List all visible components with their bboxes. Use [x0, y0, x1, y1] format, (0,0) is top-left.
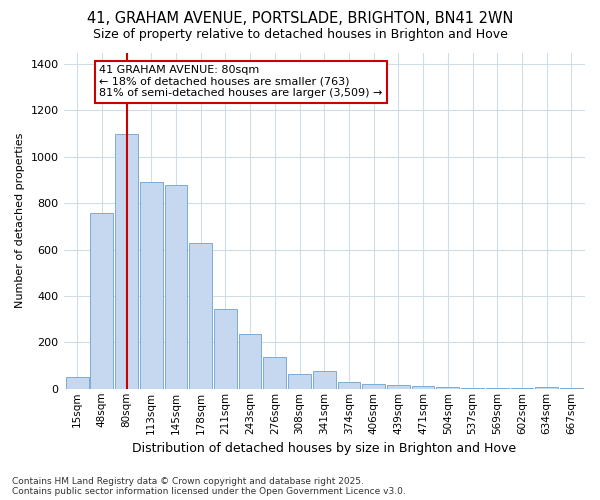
Bar — [535, 387, 558, 389]
Text: Contains HM Land Registry data © Crown copyright and database right 2025.
Contai: Contains HM Land Registry data © Crown c… — [12, 476, 406, 496]
Text: 41, GRAHAM AVENUE, PORTSLADE, BRIGHTON, BN41 2WN: 41, GRAHAM AVENUE, PORTSLADE, BRIGHTON, … — [87, 11, 513, 26]
Text: 41 GRAHAM AVENUE: 80sqm
← 18% of detached houses are smaller (763)
81% of semi-d: 41 GRAHAM AVENUE: 80sqm ← 18% of detache… — [100, 66, 383, 98]
Bar — [91, 212, 113, 389]
Text: Size of property relative to detached houses in Brighton and Hove: Size of property relative to detached ho… — [92, 28, 508, 41]
Bar — [338, 382, 361, 389]
Bar — [115, 134, 138, 389]
Bar — [164, 184, 187, 389]
Bar — [140, 182, 163, 389]
Bar — [190, 242, 212, 389]
Bar — [436, 387, 459, 389]
Bar — [412, 386, 434, 389]
Bar — [214, 309, 237, 389]
X-axis label: Distribution of detached houses by size in Brighton and Hove: Distribution of detached houses by size … — [132, 442, 517, 455]
Bar — [288, 374, 311, 389]
Bar — [387, 386, 410, 389]
Bar — [560, 388, 583, 389]
Bar — [239, 334, 262, 389]
Bar — [486, 388, 509, 389]
Bar — [362, 384, 385, 389]
Bar — [313, 372, 335, 389]
Bar — [263, 358, 286, 389]
Bar — [66, 377, 89, 389]
Bar — [461, 388, 484, 389]
Y-axis label: Number of detached properties: Number of detached properties — [15, 133, 25, 308]
